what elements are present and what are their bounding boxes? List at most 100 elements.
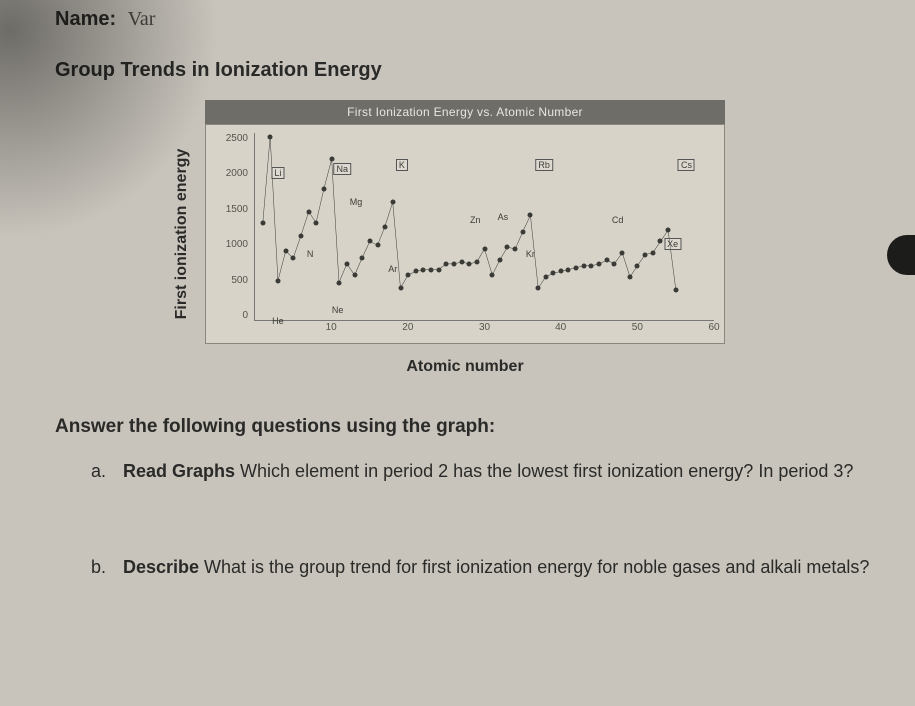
x-tick: 60: [708, 322, 719, 333]
data-point: [605, 258, 610, 263]
y-tick: 500: [208, 275, 248, 286]
data-point: [673, 288, 678, 293]
point-label: N: [307, 249, 314, 259]
data-point: [291, 256, 296, 261]
data-point: [643, 252, 648, 257]
data-point: [298, 233, 303, 238]
x-tick: 10: [326, 322, 337, 333]
data-point: [513, 246, 518, 251]
pen-edge-artifact: [887, 235, 915, 275]
data-point: [559, 269, 564, 274]
data-point: [589, 263, 594, 268]
y-tick: 1000: [208, 239, 248, 250]
chart-container: First Ionization Energy vs. Atomic Numbe…: [205, 100, 725, 376]
point-label: Ar: [388, 264, 397, 274]
point-label: K: [396, 159, 408, 171]
data-point: [620, 250, 625, 255]
question-body: Describe What is the group trend for fir…: [123, 554, 869, 580]
y-tick: 2500: [208, 133, 248, 144]
question-text: Which element in period 2 has the lowest…: [235, 461, 853, 481]
data-point: [566, 267, 571, 272]
data-point: [329, 157, 334, 162]
data-point: [268, 134, 273, 139]
data-point: [444, 261, 449, 266]
point-label: Zn: [470, 215, 481, 225]
chart-box: First ionization energy 2500200015001000…: [205, 124, 725, 344]
data-point: [459, 260, 464, 265]
data-point: [474, 260, 479, 265]
point-label: Mg: [350, 197, 363, 207]
x-tick: 50: [632, 322, 643, 333]
question-text: What is the group trend for first ioniza…: [199, 557, 869, 577]
data-point: [543, 275, 548, 280]
data-point: [467, 261, 472, 266]
point-label: Xe: [664, 238, 681, 250]
question-letter: b.: [91, 554, 109, 580]
section-title: Group Trends in Ionization Energy: [55, 59, 875, 82]
point-label: Rb: [535, 159, 553, 171]
y-tick: 2000: [208, 168, 248, 179]
data-point: [497, 258, 502, 263]
question-lead: Read Graphs: [123, 461, 235, 481]
data-point: [306, 209, 311, 214]
x-axis-label: Atomic number: [205, 358, 725, 376]
data-point: [413, 269, 418, 274]
data-point: [314, 220, 319, 225]
point-label: Cs: [678, 159, 695, 171]
data-point: [628, 275, 633, 280]
question-lead: Describe: [123, 557, 199, 577]
x-tick: 40: [555, 322, 566, 333]
data-point: [398, 286, 403, 291]
x-axis-ticks: 102030405060: [255, 322, 714, 336]
name-row: Name: Var: [55, 8, 875, 31]
series-lines: [255, 133, 714, 320]
data-point: [260, 220, 265, 225]
data-point: [490, 273, 495, 278]
y-axis-label: First ionization energy: [173, 149, 191, 320]
data-point: [352, 273, 357, 278]
data-point: [482, 246, 487, 251]
data-point: [283, 248, 288, 253]
data-point: [382, 224, 387, 229]
data-point: [367, 239, 372, 244]
plot-area: 102030405060 HeLiNNeNaMgArKZnAsKrRbCdXeC…: [254, 133, 714, 321]
y-tick: 1500: [208, 204, 248, 215]
data-point: [635, 263, 640, 268]
data-point: [582, 263, 587, 268]
question-item: b. Describe What is the group trend for f…: [91, 554, 875, 580]
point-label: As: [498, 212, 509, 222]
data-point: [650, 250, 655, 255]
data-point: [666, 228, 671, 233]
data-point: [405, 273, 410, 278]
data-point: [336, 280, 341, 285]
data-point: [451, 261, 456, 266]
point-label: Cd: [612, 215, 624, 225]
question-list: a. Read Graphs Which element in period 2 …: [55, 458, 875, 580]
data-point: [421, 267, 426, 272]
data-point: [520, 230, 525, 235]
x-tick: 30: [479, 322, 490, 333]
questions-prompt: Answer the following questions using the…: [55, 416, 875, 438]
data-point: [321, 187, 326, 192]
question-letter: a.: [91, 458, 109, 484]
data-point: [612, 261, 617, 266]
data-point: [275, 278, 280, 283]
data-point: [344, 261, 349, 266]
data-point: [505, 245, 510, 250]
question-body: Read Graphs Which element in period 2 ha…: [123, 458, 853, 484]
y-tick: 0: [208, 310, 248, 321]
data-point: [359, 256, 364, 261]
data-point: [574, 265, 579, 270]
chart-title-bar: First Ionization Energy vs. Atomic Numbe…: [205, 100, 725, 124]
x-tick: 20: [402, 322, 413, 333]
data-point: [428, 267, 433, 272]
question-item: a. Read Graphs Which element in period 2 …: [91, 458, 875, 484]
point-label: Na: [333, 163, 351, 175]
data-point: [436, 267, 441, 272]
name-value: Var: [128, 8, 156, 30]
point-label: He: [272, 316, 284, 326]
data-point: [390, 200, 395, 205]
name-label: Name:: [55, 8, 116, 30]
data-point: [536, 286, 541, 291]
data-point: [528, 213, 533, 218]
